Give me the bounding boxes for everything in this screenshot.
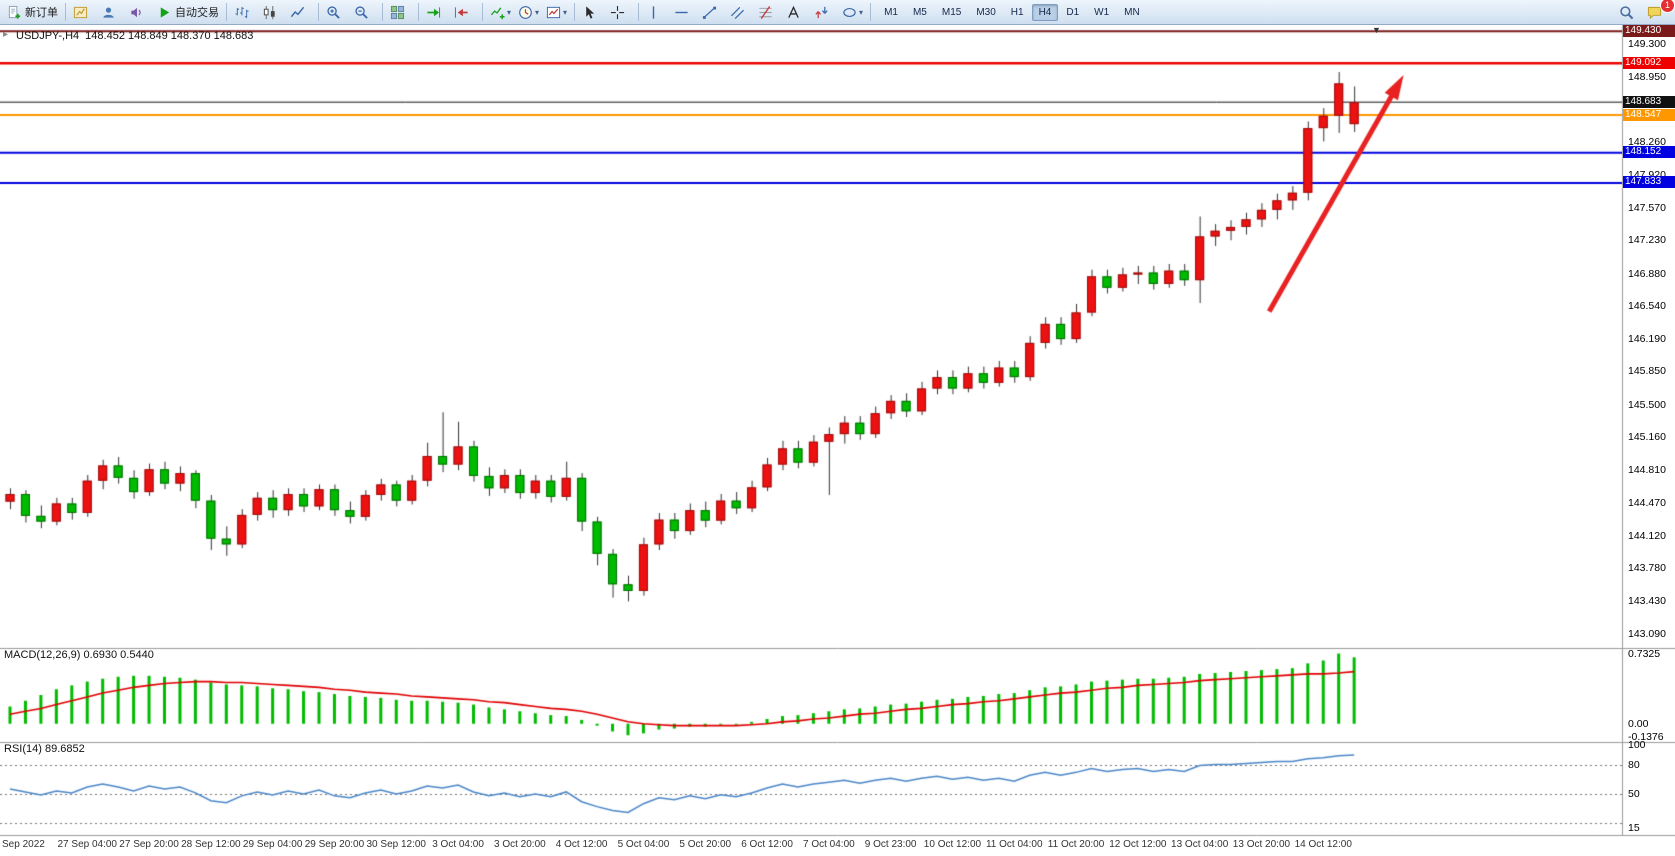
timeframe-m5-button[interactable]: M5 [912,6,927,18]
tile-windows-icon [390,5,405,19]
rsi-value: 89.6852 [44,743,85,755]
vertical-line-tool-button[interactable] [643,1,670,24]
shapes-tool-button[interactable]: ▾ [839,1,866,24]
toolbar: 新订单 自动交易 ▾ ▾ ▾ ▾ M1 M5 M15 M30 H1 H4 D1 W1 MN 1 [0,0,1675,25]
profiles-icon [103,7,114,18]
chart-shift-icon [454,6,468,18]
zoom-out-icon [355,5,368,19]
indicators-button[interactable]: ▾ [487,1,514,24]
channel-tool-button[interactable] [727,1,754,24]
bar-chart-mode-button[interactable] [231,1,258,24]
timeframe-m15-button[interactable]: M15 [941,6,962,18]
arrows-tool-button[interactable] [811,1,838,24]
market-watch-button[interactable] [126,1,153,24]
line-chart-mode-icon [290,6,305,17]
chevron-down-icon: ▾ [563,7,568,17]
chevron-down-icon: ▾ [535,7,540,17]
new-order-icon [8,5,21,19]
rsi-label: RSI(14) 89.6852 [4,743,85,755]
toolbar-separator [382,3,383,21]
channel-tool-icon [731,6,745,19]
ohlc-values: 148.452 148.849 148.370 148.683 [85,30,254,42]
chart-shift-marker[interactable]: ▼ [1372,25,1381,35]
rsi-title: RSI(14) [4,743,42,755]
macd-title: MACD(12,26,9) [4,649,81,661]
fibonacci-tool-icon [759,5,772,19]
timeframe-toolbar: M1 M5 M15 M30 H1 H4 D1 W1 MN [877,3,1147,21]
candlestick-mode-icon [263,5,275,19]
timeframe-w1-button[interactable]: W1 [1094,6,1110,18]
auto-trading-label: 自动交易 [175,7,219,19]
zoom-out-button[interactable] [351,1,378,24]
toolbar-separator [226,3,227,21]
notification-badge: 1 [1660,0,1675,13]
new-order-label: 新订单 [25,7,58,19]
tile-windows-button[interactable] [387,1,414,24]
periods-icon [519,5,532,19]
toolbar-separator [65,3,66,21]
candlestick-mode-button[interactable] [259,1,286,24]
line-chart-mode-button[interactable] [287,1,314,24]
indicators-icon [490,6,505,19]
search-icon [1620,5,1634,19]
crosshair-tool-button[interactable] [607,1,634,24]
auto-scroll-button[interactable] [423,1,450,24]
trendline-tool-icon [702,6,717,19]
one-click-trading-toggle[interactable]: ▸ [3,29,9,40]
shapes-tool-icon [843,7,856,17]
toolbar-separator [482,3,483,21]
horizontal-line-tool-icon [675,11,688,13]
cursor-tool-icon [586,5,595,19]
new-chart-button[interactable] [70,1,97,24]
notifications-button[interactable]: 1 [1644,0,1675,24]
timeframe-m1-button[interactable]: M1 [884,6,898,18]
templates-icon [546,6,561,18]
toolbar-separator [318,3,319,21]
chevron-down-icon: ▾ [507,7,512,17]
text-tool-icon [788,5,799,18]
new-order-button[interactable]: 新订单 [4,1,61,24]
toolbar-separator [418,3,419,21]
new-chart-icon [73,6,88,18]
trendline-tool-button[interactable] [699,1,726,24]
search-button[interactable] [1616,1,1643,24]
timeframe-mn-button[interactable]: MN [1124,6,1140,18]
auto-trading-button[interactable]: 自动交易 [154,1,222,24]
timeframe-m30-button[interactable]: M30 [976,6,996,18]
macd-values: 0.6930 0.5440 [83,649,154,661]
macd-label: MACD(12,26,9) 0.6930 0.5440 [4,649,154,661]
cursor-tool-button[interactable] [579,1,606,24]
toolbar-separator [638,3,640,21]
market-watch-icon [131,7,141,17]
bar-chart-mode-icon [235,6,249,18]
chevron-down-icon: ▾ [859,7,864,17]
text-tool-button[interactable] [783,1,810,24]
auto-trading-icon [160,6,170,18]
zoom-in-button[interactable] [323,1,350,24]
timeframe-h4-button[interactable]: H4 [1031,3,1059,21]
fibonacci-tool-button[interactable] [755,1,782,24]
chart-shift-button[interactable] [451,1,478,24]
symbol-period: USDJPY-,H4 [16,30,80,42]
periods-button[interactable]: ▾ [515,1,542,24]
toolbar-separator [574,3,576,21]
horizontal-line-tool-button[interactable] [671,1,698,24]
timeframe-h1-button[interactable]: H1 [1010,6,1024,18]
templates-button[interactable]: ▾ [543,1,570,24]
crosshair-tool-icon [610,5,625,19]
zoom-in-icon [327,5,340,19]
auto-scroll-icon [427,6,441,18]
profiles-button[interactable] [98,1,125,24]
vertical-line-tool-icon [652,5,655,19]
symbol-label: USDJPY-,H4 148.452 148.849 148.370 148.68… [16,30,253,42]
timeframe-d1-button[interactable]: D1 [1066,6,1080,18]
arrows-tool-icon [815,6,828,18]
toolbar-separator [870,3,872,21]
